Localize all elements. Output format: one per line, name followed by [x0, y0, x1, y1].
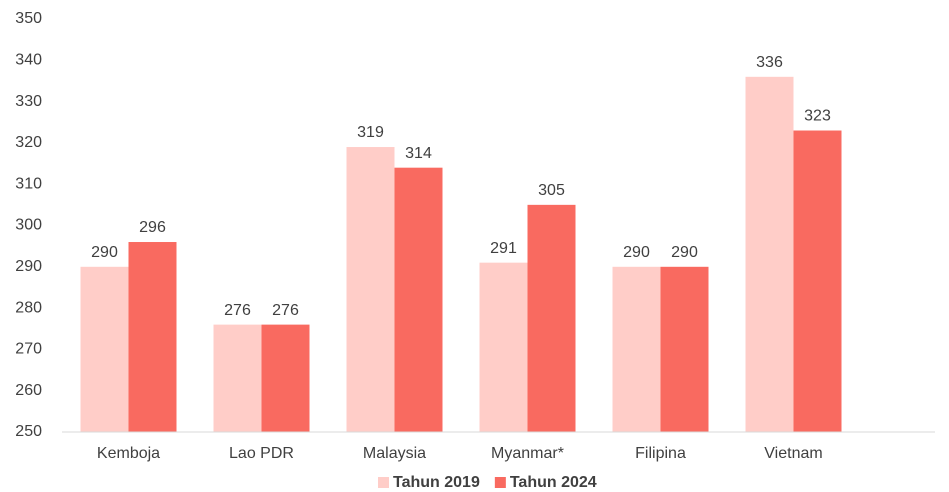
y-tick-label: 330: [15, 93, 42, 110]
bar: [261, 324, 310, 432]
y-tick-label: 310: [15, 175, 42, 192]
bar: [394, 167, 443, 432]
data-label: 290: [671, 244, 698, 261]
data-label: 276: [272, 302, 299, 319]
y-tick-label: 260: [15, 382, 42, 399]
x-tick-label: Vietnam: [764, 445, 822, 462]
bar: [612, 266, 661, 432]
y-tick-label: 300: [15, 217, 42, 234]
bar: [213, 324, 262, 432]
bar: [793, 130, 842, 432]
y-tick-label: 350: [15, 10, 42, 27]
legend-text: Tahun 2019: [393, 474, 480, 491]
bar: [346, 147, 395, 432]
bar: [80, 266, 129, 432]
y-tick-label: 340: [15, 52, 42, 69]
bar: [527, 204, 576, 432]
x-tick-label: Lao PDR: [229, 445, 294, 462]
y-tick-label: 270: [15, 341, 42, 358]
bar: [128, 242, 177, 432]
data-label: 305: [538, 182, 565, 199]
x-tick-label: Malaysia: [363, 445, 426, 462]
legend-swatch: [378, 477, 389, 488]
data-label: 296: [139, 219, 166, 236]
data-label: 291: [490, 240, 517, 257]
data-label: 276: [224, 302, 251, 319]
legend-swatch: [494, 477, 506, 488]
y-tick-label: 250: [15, 423, 42, 440]
y-tick-label: 290: [15, 258, 42, 275]
data-label: 336: [756, 54, 783, 71]
data-label: 319: [357, 124, 384, 141]
bar: [660, 266, 709, 432]
x-tick-label: Filipina: [635, 445, 686, 462]
data-label: 290: [623, 244, 650, 261]
y-tick-label: 280: [15, 299, 42, 316]
data-label: 290: [91, 244, 118, 261]
x-tick-label: Myanmar*: [491, 445, 564, 462]
y-tick-label: 320: [15, 134, 42, 151]
data-label: 323: [804, 108, 831, 125]
legend-text: Tahun 2024: [510, 474, 597, 491]
bar: [479, 262, 528, 432]
x-tick-label: Kemboja: [97, 445, 160, 462]
bar: [745, 76, 794, 432]
data-label: 314: [405, 145, 432, 162]
